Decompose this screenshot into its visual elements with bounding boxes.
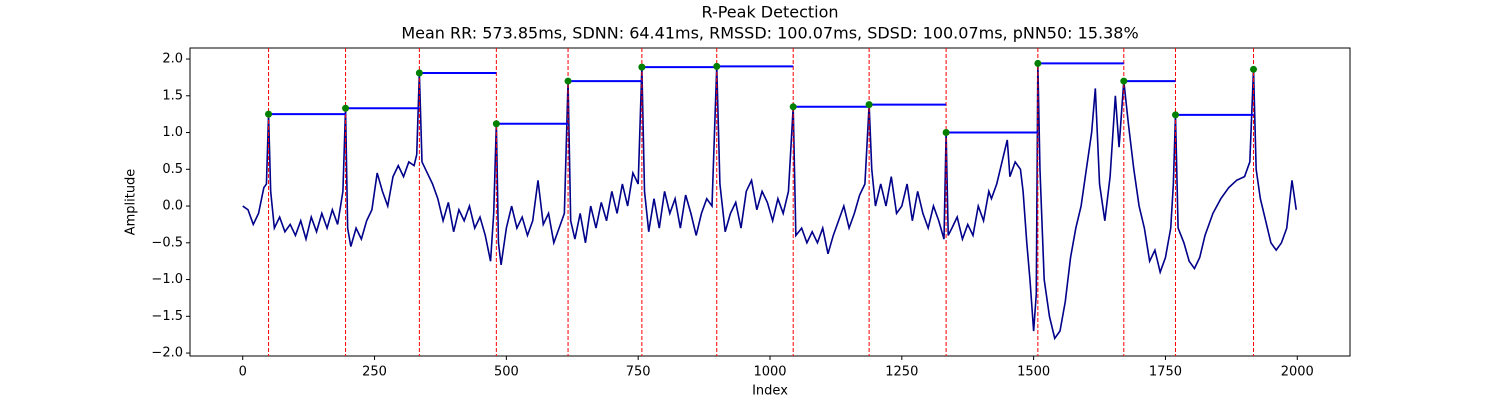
y-tick-label: 2.0 [162, 52, 183, 67]
peak-marker [638, 63, 646, 71]
plot-frame [189, 47, 1351, 357]
peak-marker [942, 129, 950, 137]
chart-subtitle: Mean RR: 573.85ms, SDNN: 64.41ms, RMSSD:… [401, 24, 1138, 43]
peak-marker [1171, 111, 1179, 119]
peak-marker [492, 120, 500, 128]
y-tick-label: 0.0 [162, 199, 183, 214]
signal-line [242, 63, 1298, 341]
peak-marker [789, 103, 797, 111]
x-tick-label: 2000 [1281, 365, 1314, 380]
peak-marker [1250, 65, 1258, 73]
y-tick-label: −2.0 [151, 346, 183, 361]
peak-marker [342, 104, 350, 112]
x-tick-label: 1750 [1149, 365, 1182, 380]
x-axis-label: Index [752, 384, 788, 399]
y-tick-label: −1.0 [151, 272, 183, 287]
x-tick-label: 500 [494, 365, 519, 380]
peak-marker [713, 62, 721, 70]
chart-title: R-Peak Detection [701, 3, 838, 22]
peak-marker [1120, 77, 1128, 85]
y-axis-label: Amplitude [124, 169, 139, 236]
x-tick-label: 1000 [753, 365, 786, 380]
peak-marker [265, 110, 273, 118]
x-tick-label: 250 [362, 365, 387, 380]
y-tick-label: 1.0 [162, 125, 183, 140]
peak-marker [564, 77, 572, 85]
peak-marker [415, 69, 423, 77]
x-tick-label: 750 [626, 365, 651, 380]
x-tick-label: 1500 [1017, 365, 1050, 380]
peak-marker [1034, 59, 1042, 67]
y-tick-label: −1.5 [151, 309, 183, 324]
y-tick-label: −0.5 [151, 235, 183, 250]
y-tick-label: 0.5 [162, 162, 183, 177]
y-tick-label: 1.5 [162, 88, 183, 103]
peak-marker [865, 101, 873, 109]
x-tick-label: 1250 [885, 365, 918, 380]
x-tick-label: 0 [239, 365, 247, 380]
